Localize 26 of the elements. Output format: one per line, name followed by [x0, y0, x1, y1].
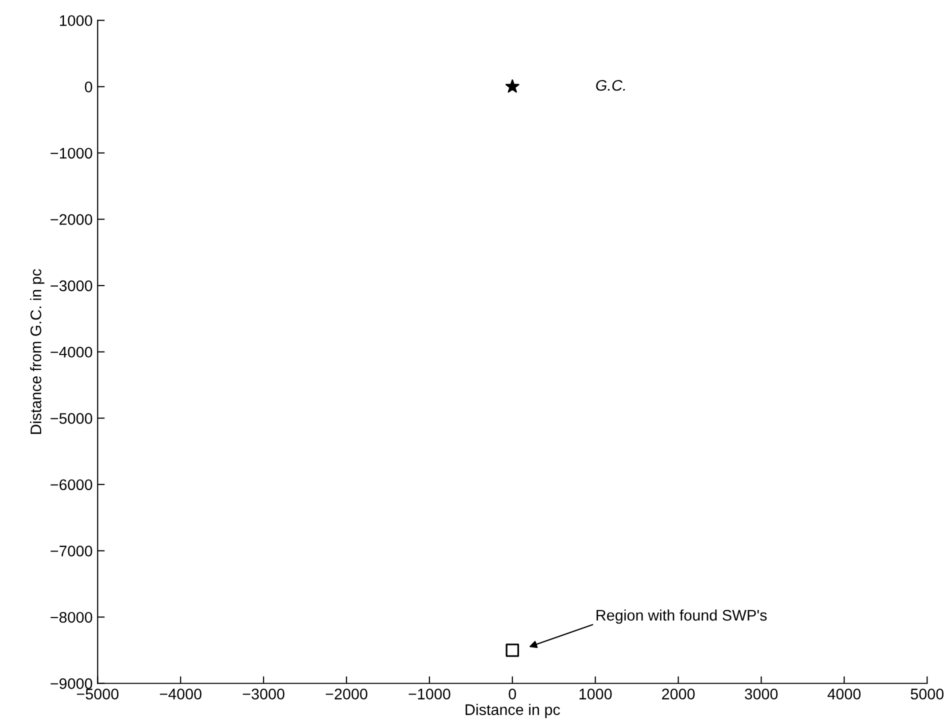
y-tick-label: −1000 — [50, 148, 92, 159]
y-axis-title: Distance from G.C. in pc — [30, 269, 44, 434]
x-tick-label: −5000 — [76, 688, 118, 700]
y-tick-label: −5000 — [50, 413, 92, 424]
annotation: G.C. — [596, 80, 625, 91]
y-tick-label: 1000 — [60, 15, 92, 26]
y-tick-label: −8000 — [50, 612, 92, 623]
y-tick-label: −3000 — [50, 280, 92, 292]
y-tick-label: −4000 — [50, 346, 92, 358]
y-tick-label: −7000 — [50, 546, 92, 556]
x-axis-title: Distance in pc — [466, 704, 560, 718]
y-tick-label: 0 — [84, 82, 92, 92]
x-tick-label: −1000 — [408, 688, 450, 700]
x-tick-label: −2000 — [326, 688, 368, 700]
y-tick-label: −2000 — [50, 214, 92, 225]
x-tick-label: −3000 — [242, 688, 284, 700]
x-tick-label: 1000 — [580, 688, 612, 700]
y-tick-label: −9000 — [50, 678, 92, 690]
x-tick-label: −4000 — [160, 688, 202, 700]
x-tick-label: 0 — [508, 688, 516, 700]
x-tick-label: 5000 — [910, 688, 944, 700]
x-tick-label: 4000 — [828, 688, 861, 700]
y-tick-label: −6000 — [50, 479, 92, 490]
x-tick-label: 3000 — [744, 688, 778, 700]
annotation: Region with found SWP's — [596, 609, 767, 624]
x-tick-label: 2000 — [662, 688, 695, 700]
